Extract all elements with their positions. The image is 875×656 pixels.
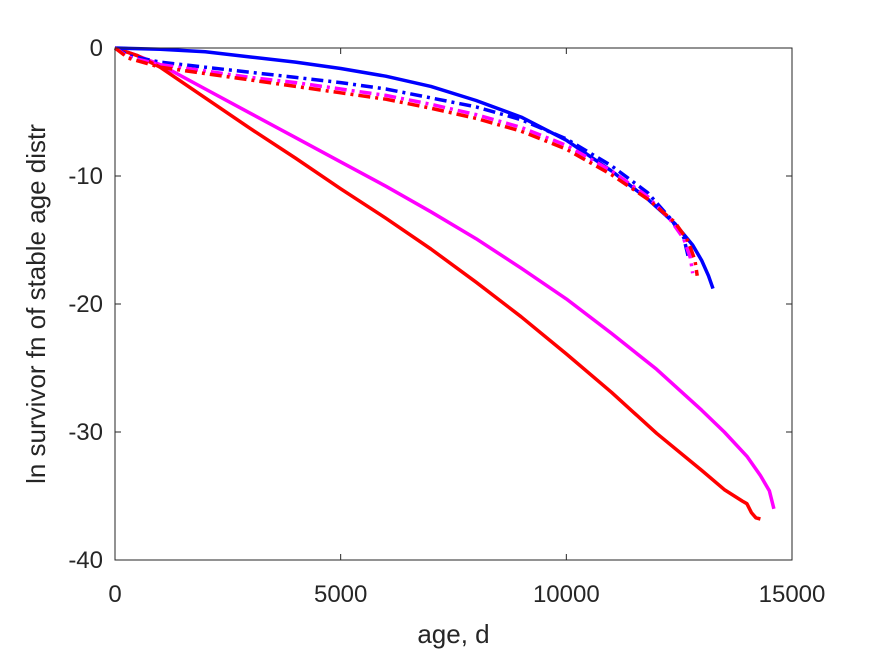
series-line-4 xyxy=(114,46,690,257)
y-tick-label: -40 xyxy=(68,547,103,574)
x-tick-label: 15000 xyxy=(759,581,826,608)
series-line-6 xyxy=(113,46,699,277)
x-tick-label: 10000 xyxy=(533,581,600,608)
y-axis-label: ln survivor fn of stable age distr xyxy=(21,124,51,484)
x-tick-label: 0 xyxy=(108,581,121,608)
ticks-layer: 0 5000 10000 15000 -40 -30 -20 -10 0 xyxy=(68,35,825,608)
y-tick-label: 0 xyxy=(90,35,103,62)
series-line-5 xyxy=(114,46,695,274)
y-tick-label: -10 xyxy=(68,163,103,190)
y-tick-label: -30 xyxy=(68,419,103,446)
series-line-2 xyxy=(114,46,761,521)
series-line-3 xyxy=(114,46,715,290)
plot-area xyxy=(115,48,792,560)
x-tick-label: 5000 xyxy=(314,581,367,608)
series-line-1 xyxy=(114,46,776,510)
series-layer xyxy=(113,46,776,521)
y-tick-label: -20 xyxy=(68,291,103,318)
x-axis-label: age, d xyxy=(417,619,489,649)
